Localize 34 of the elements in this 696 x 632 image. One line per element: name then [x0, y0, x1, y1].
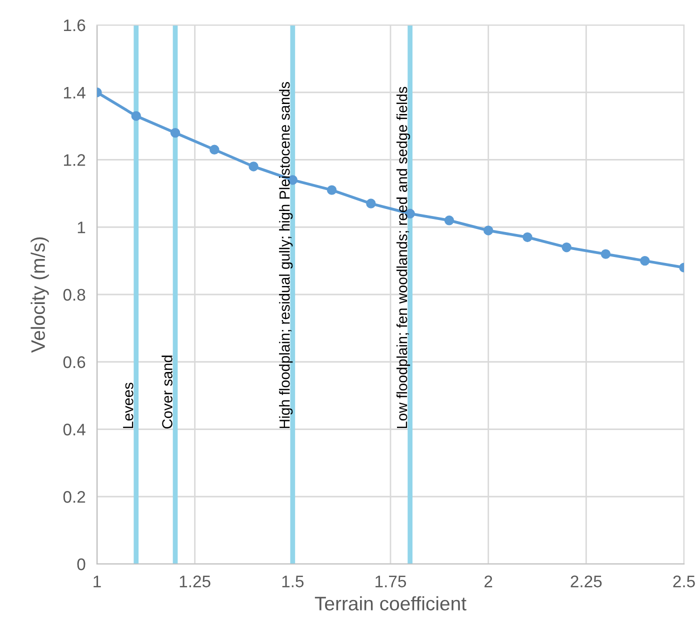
- point: [366, 198, 376, 208]
- y-tick-label: 1: [78, 222, 86, 234]
- x-tick-label: 2: [484, 576, 492, 588]
- y-tick-label: 1.4: [64, 86, 86, 98]
- point: [131, 111, 141, 121]
- y-tick-label: 1.2: [64, 154, 86, 166]
- x-tick-label: 1.25: [180, 576, 210, 588]
- y-tick-label: 0.4: [63, 424, 86, 436]
- x-tick-label: 2.5: [673, 576, 695, 588]
- x-tick-label: 1.5: [282, 576, 304, 588]
- y-tick-label: 1.6: [64, 19, 86, 32]
- y-tick-label: 0.6: [63, 356, 86, 368]
- point: [210, 144, 220, 155]
- point: [562, 242, 572, 252]
- point: [600, 249, 611, 259]
- point: [444, 216, 454, 226]
- y-axis-title: Velocity (m/s): [30, 237, 49, 353]
- point: [483, 226, 494, 236]
- ref-line-label: Levees: [123, 382, 134, 428]
- x-tick-label: 2.25: [570, 576, 602, 588]
- y-tick-label: 0: [77, 558, 86, 570]
- ref-line-label: Cover sand: [162, 356, 172, 429]
- y-tick-label: 0.8: [63, 288, 86, 301]
- x-tick-label: 1: [94, 576, 101, 588]
- point: [326, 185, 337, 195]
- point: [170, 128, 180, 138]
- point: [248, 162, 258, 172]
- point: [640, 256, 650, 266]
- x-tick-label: 1.75: [376, 576, 406, 588]
- ref-line-label: Low floodplain; fen woodlands; reed and sedge fields: [396, 86, 410, 428]
- y-tick-label: 0.2: [63, 491, 86, 503]
- point: [522, 232, 532, 242]
- x-axis-title: Terrain coefficient: [314, 596, 466, 610]
- ref-line-label: High floodplain; residual gully; high Pleistocene sands: [279, 82, 293, 428]
